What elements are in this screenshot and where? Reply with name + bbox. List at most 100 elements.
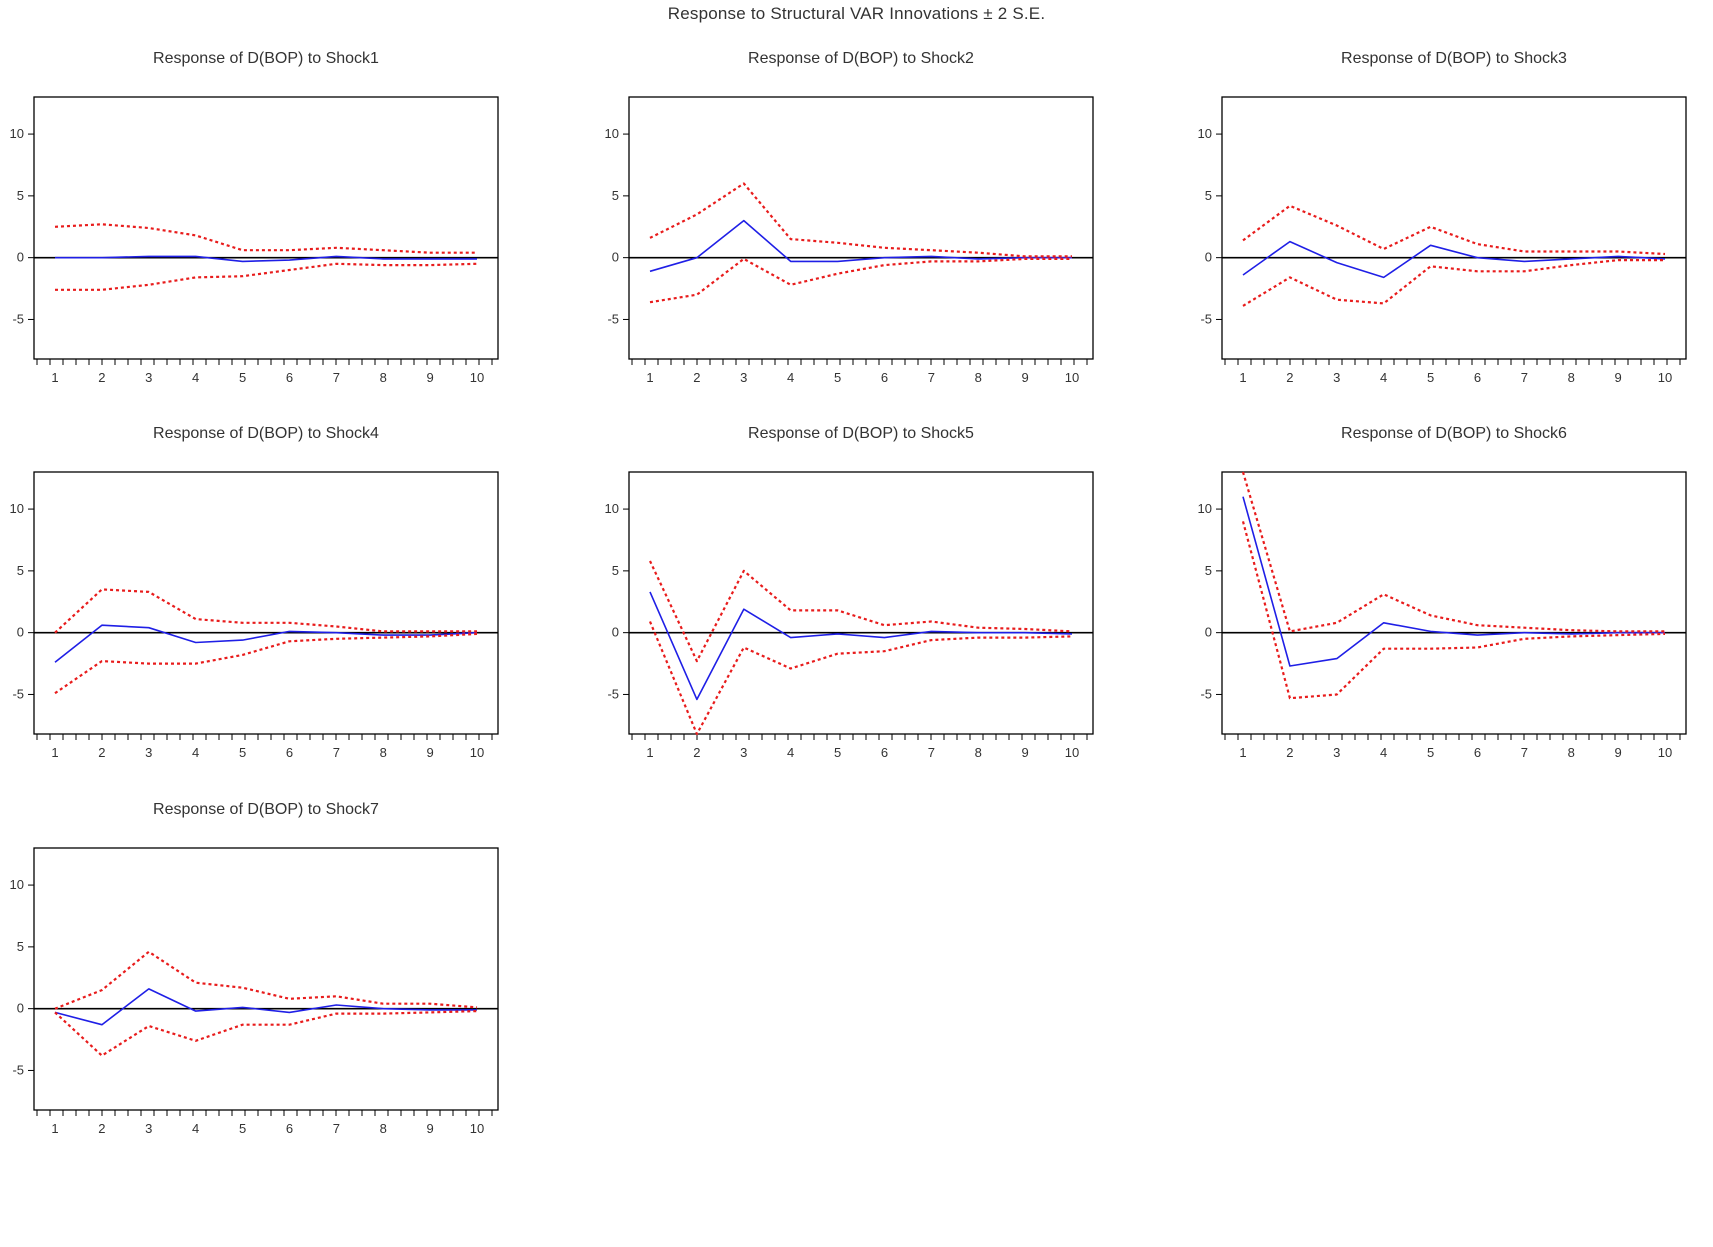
x-tick-label: 7	[928, 370, 935, 385]
x-tick-label: 6	[286, 370, 293, 385]
x-tick-label: 7	[928, 745, 935, 760]
irf-panel-7: Response of D(BOP) to Shock7 -5 0 5 10 1 2 3 4 5 6…	[10, 801, 499, 1136]
panel-title: Response of D(BOP) to Shock3	[1341, 50, 1567, 67]
y-tick-label: 0	[1205, 625, 1212, 640]
x-tick-label: 1	[51, 745, 58, 760]
y-tick-label: -5	[12, 1062, 24, 1077]
response-line	[1242, 496, 1665, 667]
y-tick-label: 0	[612, 250, 619, 265]
x-tick-label: 3	[1333, 745, 1340, 760]
x-tick-label: 7	[1521, 745, 1528, 760]
x-tick-label: 5	[834, 745, 841, 760]
x-tick-label: 8	[1568, 370, 1575, 385]
x-tick-label: 8	[380, 745, 387, 760]
x-tick-label: 5	[239, 745, 246, 760]
panel-title: Response of D(BOP) to Shock5	[748, 425, 974, 442]
x-tick-label: 1	[51, 370, 58, 385]
x-tick-label: 3	[740, 745, 747, 760]
x-tick-label: 10	[1658, 745, 1672, 760]
x-tick-label: 9	[426, 370, 433, 385]
panel-title: Response of D(BOP) to Shock2	[748, 50, 974, 67]
irf-panel-5: Response of D(BOP) to Shock5 -5 0 5 10 1 2 3 4 5 6…	[605, 425, 1094, 760]
x-tick-label: 8	[380, 370, 387, 385]
x-tick-label: 5	[834, 370, 841, 385]
lower-band-line	[648, 621, 1073, 736]
plot-frame	[628, 96, 1094, 360]
plot-frame	[1221, 471, 1687, 735]
y-tick-label: 5	[17, 939, 24, 954]
x-tick-label: 4	[1380, 745, 1387, 760]
plot-frame	[33, 471, 499, 735]
x-tick-label: 6	[881, 745, 888, 760]
x-tick-label: 9	[1021, 745, 1028, 760]
response-line	[55, 255, 477, 263]
x-tick-label: 10	[470, 1121, 484, 1136]
x-tick-label: 5	[1427, 745, 1434, 760]
y-tick-label: -5	[12, 311, 24, 326]
x-tick-label: 1	[51, 1121, 58, 1136]
x-tick-label: 2	[1286, 745, 1293, 760]
x-tick-label: 10	[470, 370, 484, 385]
plot-frame	[628, 471, 1094, 735]
x-tick-label: 2	[98, 745, 105, 760]
x-tick-label: 9	[1614, 745, 1621, 760]
x-tick-label: 7	[333, 370, 340, 385]
irf-panel-3: Response of D(BOP) to Shock3 -5 0 5 10 1 2 3 4 5 6…	[1198, 50, 1687, 385]
panel-title: Response of D(BOP) to Shock4	[153, 425, 379, 442]
y-tick-label: -5	[1200, 686, 1212, 701]
x-tick-label: 8	[975, 745, 982, 760]
upper-band-line	[1241, 471, 1665, 633]
response-line	[1242, 240, 1666, 279]
x-tick-label: 4	[787, 745, 794, 760]
y-tick-label: 0	[1205, 250, 1212, 265]
y-tick-label: 5	[612, 563, 619, 578]
irf-panel-6: Response of D(BOP) to Shock6 -5 0 5 10 1 2 3 4 5 6…	[1198, 425, 1687, 760]
x-tick-label: 4	[1380, 370, 1387, 385]
y-tick-label: 5	[1205, 563, 1212, 578]
x-tick-label: 10	[1658, 370, 1672, 385]
lower-band-line	[55, 262, 478, 291]
response-line	[54, 624, 478, 663]
y-tick-label: 0	[17, 1001, 24, 1016]
irf-panel-1: Response of D(BOP) to Shock1 -5 0 5 10 1 2 3 4 5 6…	[10, 50, 499, 385]
y-tick-label: 5	[612, 188, 619, 203]
x-tick-label: 9	[1614, 370, 1621, 385]
x-tick-label: 6	[881, 370, 888, 385]
x-tick-label: 2	[98, 370, 105, 385]
lower-band-line	[1241, 521, 1666, 700]
upper-band-line	[1242, 204, 1666, 256]
x-tick-label: 7	[333, 1121, 340, 1136]
upper-band-line	[54, 588, 477, 634]
x-tick-label: 4	[787, 370, 794, 385]
plot-frame	[33, 847, 499, 1111]
irf-panel-2: Response of D(BOP) to Shock2 -5 0 5 10 1 2 3 4 5 6…	[605, 50, 1094, 385]
x-tick-label: 8	[380, 1121, 387, 1136]
upper-band-line	[54, 950, 478, 1010]
plot-frame	[1221, 96, 1687, 360]
panel-title: Response of D(BOP) to Shock6	[1341, 425, 1567, 442]
x-tick-label: 2	[1286, 370, 1293, 385]
y-tick-label: 5	[17, 563, 24, 578]
y-tick-label: -5	[607, 686, 619, 701]
y-tick-label: 10	[10, 126, 24, 141]
lower-band-line	[649, 257, 1072, 304]
x-tick-label: 10	[470, 745, 484, 760]
lower-band-line	[54, 1010, 478, 1057]
x-tick-label: 8	[975, 370, 982, 385]
y-tick-label: 10	[605, 501, 619, 516]
y-tick-label: 0	[17, 250, 24, 265]
upper-band-line	[649, 560, 1073, 663]
x-tick-label: 1	[646, 370, 653, 385]
y-tick-label: 0	[612, 625, 619, 640]
y-tick-label: -5	[607, 311, 619, 326]
panel-title: Response of D(BOP) to Shock7	[153, 801, 379, 818]
lower-band-line	[54, 632, 478, 695]
x-tick-label: 3	[145, 745, 152, 760]
panel-title: Response of D(BOP) to Shock1	[153, 50, 379, 67]
x-tick-label: 2	[693, 745, 700, 760]
x-tick-label: 1	[1239, 745, 1246, 760]
y-tick-label: 10	[10, 501, 24, 516]
x-tick-label: 3	[145, 370, 152, 385]
figure-title: Response to Structural VAR Innovations ±…	[667, 4, 1046, 23]
